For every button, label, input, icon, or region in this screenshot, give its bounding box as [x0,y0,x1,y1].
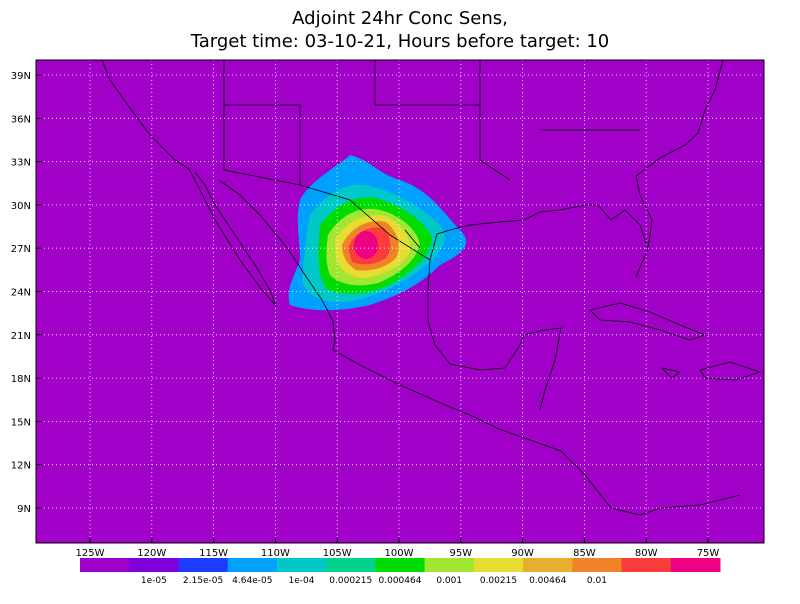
colorbar-swatch [621,558,672,572]
colorbar-label: 1e-04 [289,576,315,586]
colorbar-swatch [424,558,475,572]
lat-label: 24N [11,288,31,299]
lon-label: 90W [511,548,534,559]
colorbar: 1e-05 2.15e-05 4.64e-05 1e-04 0.000215 0.0004… [80,558,721,586]
lat-label: 33N [11,158,31,169]
colorbar-label: 0.01 [587,576,607,586]
colorbar-swatch [473,558,524,572]
lon-label: 120W [137,548,166,559]
colorbar-swatch [80,558,130,572]
lon-label: 105W [323,548,352,559]
lon-label: 110W [261,548,290,559]
coastlines [101,59,762,516]
colorbar-swatch [227,558,278,572]
title-line: Target time: 03-10-21, Hours before targ… [190,31,610,52]
lat-label: 36N [11,114,31,125]
colorbar-label: 0.000215 [329,576,372,586]
lon-label: 100W [385,548,414,559]
lat-label: 12N [11,461,31,472]
lon-label: 95W [449,548,472,559]
colorbar-label: 0.00215 [480,576,517,586]
lat-label: 21N [11,331,31,342]
lat-label: 27N [11,244,31,255]
colorbar-swatch [523,558,573,572]
map-background [36,60,764,543]
lat-label: 30N [11,201,31,212]
lat-label: 9N [17,504,31,515]
lon-label: 115W [199,548,228,559]
colorbar-swatch [129,558,179,572]
colorbar-swatch [178,558,229,572]
lat-label: 39N [11,71,31,82]
lat-label: 18N [11,374,31,385]
sensitivity-field [288,155,467,311]
colorbar-swatch [572,558,623,572]
map-frame [35,59,765,544]
colorbar-swatch [276,558,327,572]
colorbar-swatch [670,558,721,572]
lon-label: 80W [635,548,658,559]
lon-label: 85W [573,548,596,559]
lat-label: 15N [11,417,31,428]
title-line: Adjoint 24hr Conc Sens, [292,8,508,29]
colorbar-label: 0.001 [436,576,462,586]
colorbar-label: 0.00464 [529,576,566,586]
colorbar-label: 4.64e-05 [232,576,272,586]
lon-label: 75W [697,548,720,559]
colorbar-label: 0.000464 [379,576,422,586]
colorbar-label: 1e-05 [141,576,167,586]
colorbar-label: 2.15e-05 [183,576,223,586]
lon-label: 125W [76,548,105,559]
map [35,59,765,544]
colorbar-swatch [326,558,376,572]
colorbar-swatch [375,558,426,572]
contour-band [354,231,378,259]
